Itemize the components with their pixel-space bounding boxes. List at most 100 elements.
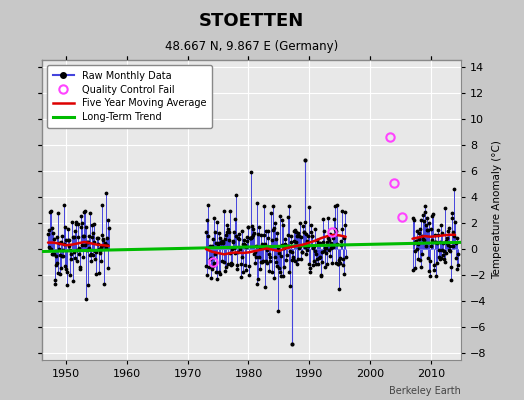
Point bbox=[306, 268, 314, 275]
Point bbox=[69, 278, 77, 284]
Point bbox=[421, 208, 430, 215]
Point bbox=[435, 247, 443, 253]
Point bbox=[220, 259, 228, 265]
Point bbox=[85, 210, 94, 216]
Point bbox=[303, 243, 312, 249]
Point bbox=[210, 260, 219, 266]
Point bbox=[429, 210, 437, 217]
Point bbox=[66, 247, 74, 253]
Point bbox=[313, 261, 322, 267]
Point bbox=[452, 254, 460, 261]
Point bbox=[294, 256, 302, 262]
Point bbox=[436, 239, 444, 246]
Point bbox=[316, 273, 325, 279]
Point bbox=[227, 262, 236, 268]
Point bbox=[290, 238, 299, 244]
Point bbox=[209, 235, 217, 242]
Point bbox=[77, 212, 85, 219]
Point bbox=[89, 230, 97, 236]
Point bbox=[318, 259, 326, 265]
Point bbox=[438, 247, 446, 254]
Point bbox=[417, 216, 425, 223]
Point bbox=[260, 232, 269, 239]
Point bbox=[410, 217, 418, 224]
Point bbox=[277, 273, 285, 279]
Point bbox=[61, 263, 69, 269]
Point bbox=[62, 266, 70, 272]
Point bbox=[283, 242, 291, 249]
Point bbox=[441, 205, 450, 211]
Point bbox=[443, 234, 451, 241]
Point bbox=[450, 186, 458, 192]
Point bbox=[301, 244, 309, 251]
Point bbox=[315, 254, 323, 261]
Point bbox=[86, 252, 94, 258]
Point bbox=[409, 240, 418, 246]
Point bbox=[71, 228, 79, 234]
Point bbox=[278, 242, 286, 248]
Point bbox=[288, 341, 297, 348]
Point bbox=[230, 228, 238, 235]
Point bbox=[91, 255, 99, 262]
Point bbox=[84, 282, 93, 288]
Point bbox=[235, 235, 244, 242]
Point bbox=[95, 270, 103, 277]
Point bbox=[90, 220, 99, 227]
Point bbox=[303, 247, 311, 254]
Point bbox=[232, 232, 241, 239]
Point bbox=[339, 256, 347, 262]
Point bbox=[223, 229, 231, 236]
Point bbox=[445, 247, 454, 254]
Point bbox=[257, 259, 265, 265]
Point bbox=[435, 256, 444, 262]
Point bbox=[103, 242, 112, 248]
Point bbox=[333, 202, 341, 208]
Point bbox=[263, 247, 271, 253]
Point bbox=[242, 267, 250, 273]
Point bbox=[289, 254, 297, 261]
Point bbox=[307, 229, 315, 236]
Point bbox=[58, 253, 67, 260]
Point bbox=[65, 237, 73, 244]
Point bbox=[444, 228, 453, 234]
Point bbox=[431, 232, 439, 238]
Point bbox=[454, 262, 462, 269]
Point bbox=[430, 239, 439, 246]
Point bbox=[68, 234, 77, 240]
Point bbox=[318, 249, 326, 255]
Point bbox=[224, 226, 233, 232]
Point bbox=[264, 228, 272, 234]
Point bbox=[89, 252, 97, 258]
Point bbox=[92, 249, 100, 255]
Point bbox=[219, 240, 227, 246]
Point bbox=[215, 269, 223, 275]
Point bbox=[288, 249, 297, 255]
Point bbox=[206, 254, 215, 261]
Point bbox=[282, 243, 290, 250]
Point bbox=[299, 228, 308, 235]
Point bbox=[102, 189, 110, 196]
Point bbox=[414, 236, 423, 242]
Point bbox=[56, 252, 64, 258]
Point bbox=[48, 229, 57, 236]
Point bbox=[313, 256, 321, 262]
Point bbox=[219, 239, 227, 245]
Point bbox=[453, 251, 462, 257]
Point bbox=[423, 227, 431, 234]
Point bbox=[280, 264, 288, 270]
Point bbox=[64, 237, 72, 243]
Point bbox=[234, 235, 242, 242]
Point bbox=[232, 192, 240, 198]
Point bbox=[274, 308, 282, 314]
Point bbox=[69, 234, 78, 240]
Point bbox=[296, 220, 304, 226]
Point bbox=[312, 236, 321, 243]
Point bbox=[297, 256, 305, 263]
Point bbox=[224, 261, 232, 267]
Point bbox=[416, 257, 424, 264]
Point bbox=[267, 237, 276, 243]
Point bbox=[245, 234, 254, 241]
Point bbox=[282, 252, 291, 258]
Point bbox=[433, 227, 442, 233]
Point bbox=[51, 252, 60, 259]
